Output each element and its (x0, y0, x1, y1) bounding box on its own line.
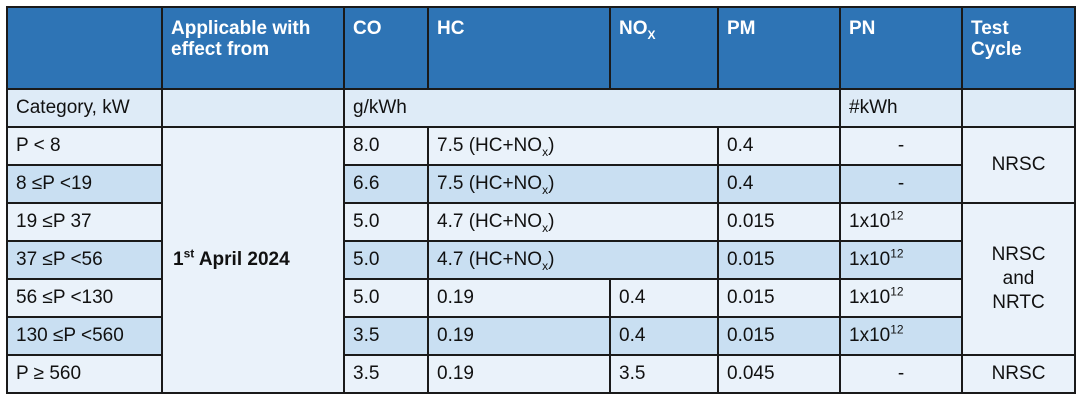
cell-pm: 0.015 (717, 202, 841, 242)
cell-category: P < 8 (6, 126, 163, 166)
hc-nox-end: ) (548, 173, 555, 194)
tc-line1: NRSC (991, 244, 1046, 265)
pn-base: 1x10 (849, 325, 891, 346)
header-applicable-line2: effect from (171, 39, 270, 60)
hc-nox-sub: x (542, 144, 549, 159)
table-row: P < 8 1st April 2024 8.0 7.5 (HC+NOx) 0.… (6, 126, 1076, 394)
hc-nox-base: 4.7 (HC+NO (437, 211, 543, 232)
units-gkwh: g/kWh (343, 88, 841, 128)
date-day: 1 (173, 249, 184, 270)
header-test-cycle-line2: Cycle (971, 39, 1022, 60)
cell-co: 5.0 (343, 202, 429, 242)
header-nox-sub: X (647, 27, 656, 42)
header-test-cycle-line1: Test (971, 18, 1009, 39)
units-category-label: Category, kW (6, 88, 163, 128)
pn-exponent: 12 (890, 208, 904, 223)
cell-co: 6.6 (343, 164, 429, 204)
pn-exponent: 12 (890, 284, 904, 299)
cell-category: 8 ≤P <19 (6, 164, 163, 204)
table-row: 130 ≤P <560 3.5 0.19 0.4 0.015 1x1012 (6, 316, 1075, 356)
hc-nox-sub: x (542, 182, 549, 197)
cell-hc-nox: 7.5 (HC+NOx) (427, 164, 719, 204)
cell-hc: 0.19 (427, 354, 611, 394)
test-cycle-group3: NRSC (961, 354, 1076, 394)
cell-category: 130 ≤P <560 (6, 316, 163, 356)
cell-category: 19 ≤P 37 (6, 202, 163, 242)
cell-nox: 3.5 (609, 354, 719, 394)
hc-nox-base: 7.5 (HC+NO (437, 135, 543, 156)
header-nox: NOX (609, 6, 719, 90)
hc-nox-end: ) (548, 135, 555, 156)
emission-table-container: Applicable with effect from CO HC NOX PM … (6, 6, 1076, 394)
hc-nox-end: ) (548, 211, 555, 232)
cell-nox: 0.4 (609, 278, 719, 318)
cell-category: 56 ≤P <130 (6, 278, 163, 318)
table-row: 19 ≤P 37 5.0 4.7 (HC+NOx) 0.015 1x1012 N… (6, 202, 1076, 356)
hc-nox-end: ) (548, 249, 555, 270)
hc-nox-sub: x (542, 220, 549, 235)
units-pn: #kWh (839, 88, 963, 128)
cell-pm: 0.045 (717, 354, 841, 394)
cell-pn: - (839, 354, 963, 394)
tc-line2: and (1002, 268, 1035, 289)
hc-nox-base: 4.7 (HC+NO (437, 249, 543, 270)
tc-line3: NRTC (992, 292, 1045, 313)
header-pm: PM (717, 6, 841, 90)
cell-hc: 0.19 (427, 278, 611, 318)
header-applicable-line1: Applicable with (171, 18, 311, 39)
cell-hc-nox: 7.5 (HC+NOx) (427, 126, 719, 166)
header-row: Applicable with effect from CO HC NOX PM … (6, 6, 1076, 90)
header-applicable-from: Applicable with effect from (161, 6, 345, 90)
date-suffix: st (183, 246, 195, 261)
table-row: P ≥ 560 3.5 0.19 3.5 0.045 - NRSC (6, 354, 1076, 394)
cell-pm: 0.4 (717, 164, 841, 204)
cell-hc-nox: 4.7 (HC+NOx) (427, 240, 719, 280)
pn-base: 1x10 (849, 249, 891, 270)
cell-pm: 0.015 (717, 278, 841, 318)
pn-base: 1x10 (849, 287, 891, 308)
cell-pm: 0.4 (717, 126, 841, 166)
cell-pn: 1x1012 (839, 278, 963, 318)
cell-category: 37 ≤P <56 (6, 240, 163, 280)
header-nox-base: NO (619, 18, 648, 39)
cell-category: P ≥ 560 (6, 354, 163, 394)
cell-co: 3.5 (343, 316, 429, 356)
cell-co: 3.5 (343, 354, 429, 394)
header-test-cycle: Test Cycle (961, 6, 1076, 90)
pn-exponent: 12 (890, 322, 904, 337)
units-blank (161, 88, 345, 128)
cell-pm: 0.015 (717, 240, 841, 280)
units-row: Category, kW g/kWh #kWh (6, 88, 1076, 128)
cell-hc: 0.19 (427, 316, 611, 356)
cell-pn: - (839, 164, 963, 204)
pn-exponent: 12 (890, 246, 904, 261)
table-row: 8 ≤P <19 6.6 7.5 (HC+NOx) 0.4 - (6, 164, 1075, 204)
cell-pm: 0.015 (717, 316, 841, 356)
cell-co: 5.0 (343, 278, 429, 318)
header-co: CO (343, 6, 429, 90)
test-cycle-group2: NRSC and NRTC (961, 202, 1076, 356)
cell-nox: 0.4 (609, 316, 719, 356)
date-rest: April 2024 (194, 249, 290, 270)
table-row: 37 ≤P <56 5.0 4.7 (HC+NOx) 0.015 1x1012 (6, 240, 1075, 280)
header-blank (6, 6, 163, 90)
applicable-date: 1st April 2024 (161, 126, 345, 394)
table-row: 56 ≤P <130 5.0 0.19 0.4 0.015 1x1012 (6, 278, 1075, 318)
units-test-blank (961, 88, 1076, 128)
cell-hc-nox: 4.7 (HC+NOx) (427, 202, 719, 242)
cell-pn: 1x1012 (839, 240, 963, 280)
cell-co: 5.0 (343, 240, 429, 280)
cell-pn: - (839, 126, 963, 166)
cell-pn: 1x1012 (839, 316, 963, 356)
cell-co: 8.0 (343, 126, 429, 166)
test-cycle-group1: NRSC (961, 126, 1076, 204)
header-pn: PN (839, 6, 963, 90)
hc-nox-base: 7.5 (HC+NO (437, 173, 543, 194)
pn-base: 1x10 (849, 211, 891, 232)
emission-limits-table: Applicable with effect from CO HC NOX PM … (6, 6, 1076, 394)
hc-nox-sub: x (542, 258, 549, 273)
header-hc: HC (427, 6, 611, 90)
cell-pn: 1x1012 (839, 202, 963, 242)
